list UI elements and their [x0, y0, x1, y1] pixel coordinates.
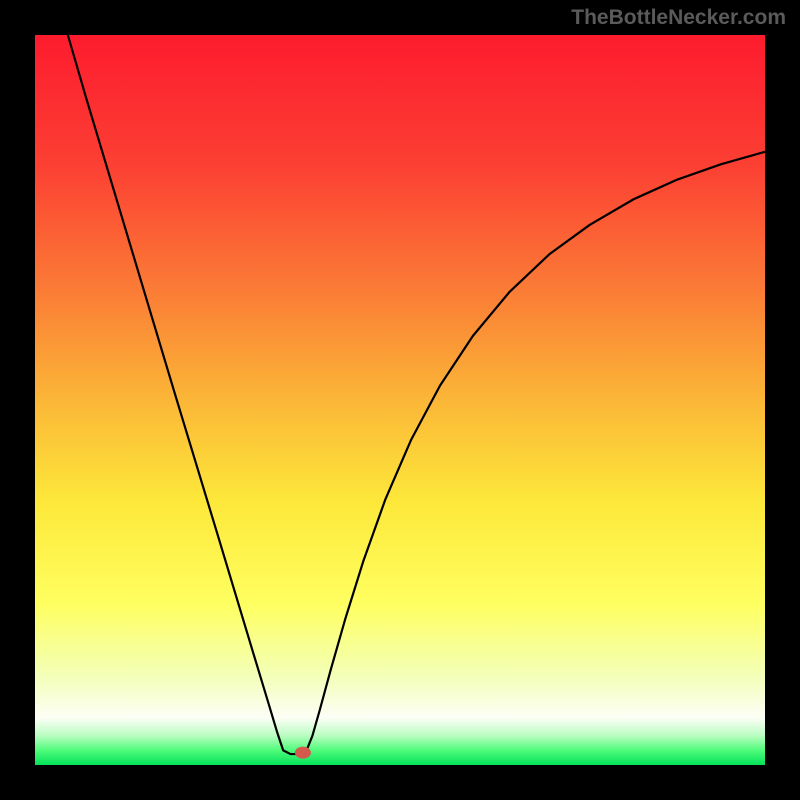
bottleneck-chart [0, 0, 800, 800]
chart-frame: TheBottleNecker.com [0, 0, 800, 800]
watermark-text: TheBottleNecker.com [571, 6, 786, 30]
optimal-point-marker [295, 747, 311, 759]
chart-background [35, 35, 765, 765]
